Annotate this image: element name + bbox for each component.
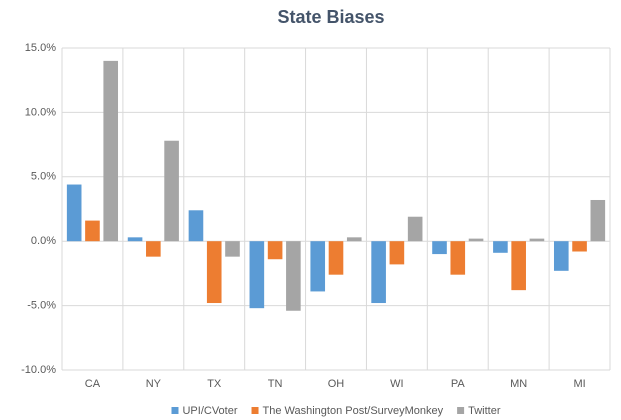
x-tick-label: TN — [268, 378, 283, 390]
y-tick-label: 10.0% — [25, 106, 56, 118]
legend-swatch — [171, 407, 179, 414]
x-tick-label: TX — [207, 378, 222, 390]
bar — [529, 238, 545, 242]
x-tick-label: NY — [146, 378, 162, 390]
bar — [553, 241, 569, 271]
bar — [267, 241, 283, 260]
x-tick-label: WI — [390, 378, 403, 390]
bar — [432, 241, 447, 255]
bar — [572, 241, 587, 252]
bar — [468, 238, 484, 242]
x-tick-label: CA — [85, 378, 101, 390]
legend-label: Twitter — [468, 405, 501, 417]
bar — [249, 241, 265, 309]
bar — [450, 241, 466, 275]
bar — [407, 216, 423, 242]
x-tick-label: PA — [451, 378, 466, 390]
bar — [206, 241, 222, 304]
legend-label: UPI/CVoter — [182, 405, 237, 417]
legend-swatch — [457, 407, 465, 414]
bar — [66, 184, 82, 242]
bar — [164, 140, 179, 242]
x-tick-label: OH — [328, 378, 345, 390]
chart-title: State Biases — [277, 7, 384, 27]
bar — [188, 210, 204, 242]
bar — [328, 241, 344, 275]
bar — [146, 241, 161, 257]
bar — [493, 241, 508, 253]
bar — [127, 237, 143, 242]
bar — [590, 199, 606, 242]
bar — [389, 241, 405, 265]
y-tick-label: 0.0% — [31, 235, 56, 247]
bar — [346, 237, 362, 242]
bar — [511, 241, 526, 291]
y-tick-label: -10.0% — [21, 364, 56, 376]
y-tick-label: -5.0% — [27, 300, 56, 312]
legend-swatch — [251, 407, 259, 414]
legend-label: The Washington Post/SurveyMonkey — [263, 405, 444, 417]
x-tick-label: MI — [573, 378, 585, 390]
bar — [310, 241, 326, 292]
bar — [225, 241, 240, 257]
bar — [85, 220, 100, 242]
y-tick-label: 5.0% — [31, 171, 56, 183]
y-tick-label: 15.0% — [25, 42, 56, 54]
bar — [286, 241, 301, 311]
bar — [103, 60, 119, 242]
bar — [371, 241, 386, 304]
x-tick-label: MN — [510, 378, 527, 390]
